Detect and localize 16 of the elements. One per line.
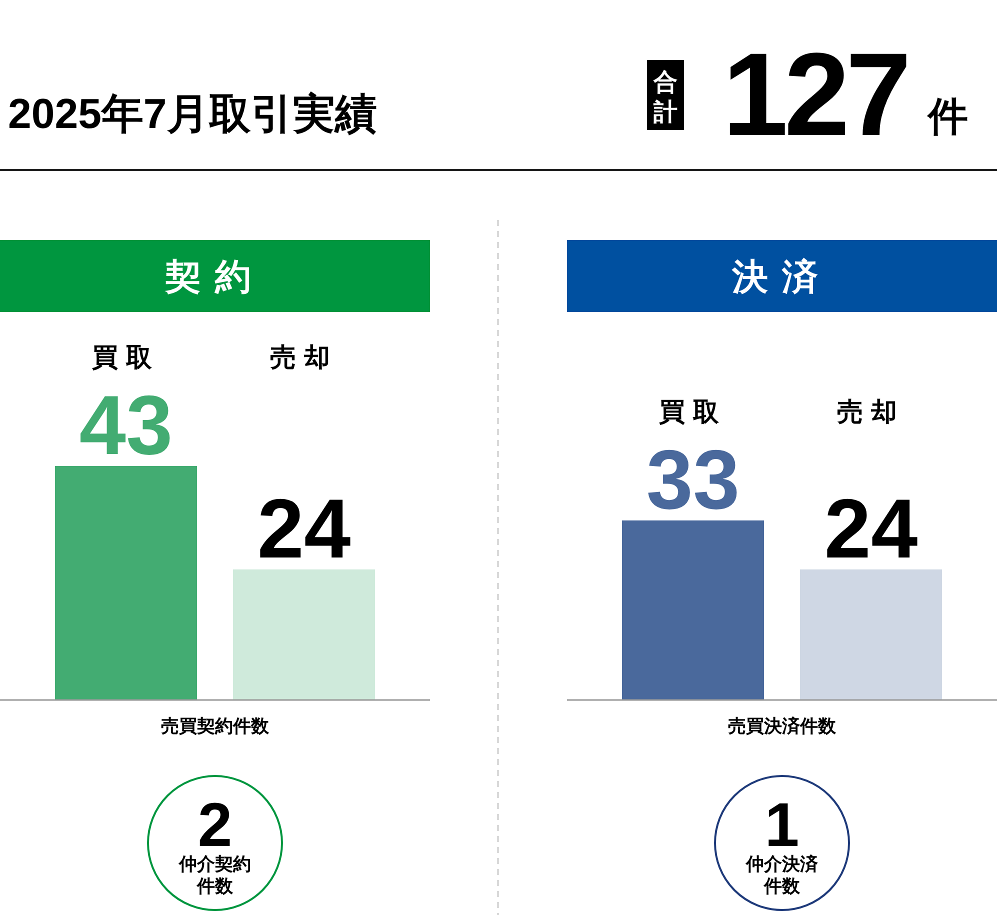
text: 2025年7月取引実績 xyxy=(8,90,377,137)
data-label: 24 xyxy=(824,481,918,576)
x-tick-label: 買取 xyxy=(92,342,160,372)
chart-title: 契約 xyxy=(164,256,265,297)
data-label: 43 xyxy=(79,378,173,472)
text: 件 xyxy=(926,95,968,139)
data-label: 24 xyxy=(257,481,351,576)
x-axis-title: 売買契約件数 xyxy=(161,716,270,736)
data-label: 33 xyxy=(646,432,740,526)
x-tick-label: 買取 xyxy=(659,396,727,426)
x-axis-title: 売買決済件数 xyxy=(728,716,837,736)
text: 127 xyxy=(722,29,908,161)
chart-title: 決済 xyxy=(731,256,832,297)
x-tick-label: 売却 xyxy=(837,396,905,426)
text: 合計 xyxy=(652,69,678,126)
x-tick-label: 売却 xyxy=(270,342,338,372)
